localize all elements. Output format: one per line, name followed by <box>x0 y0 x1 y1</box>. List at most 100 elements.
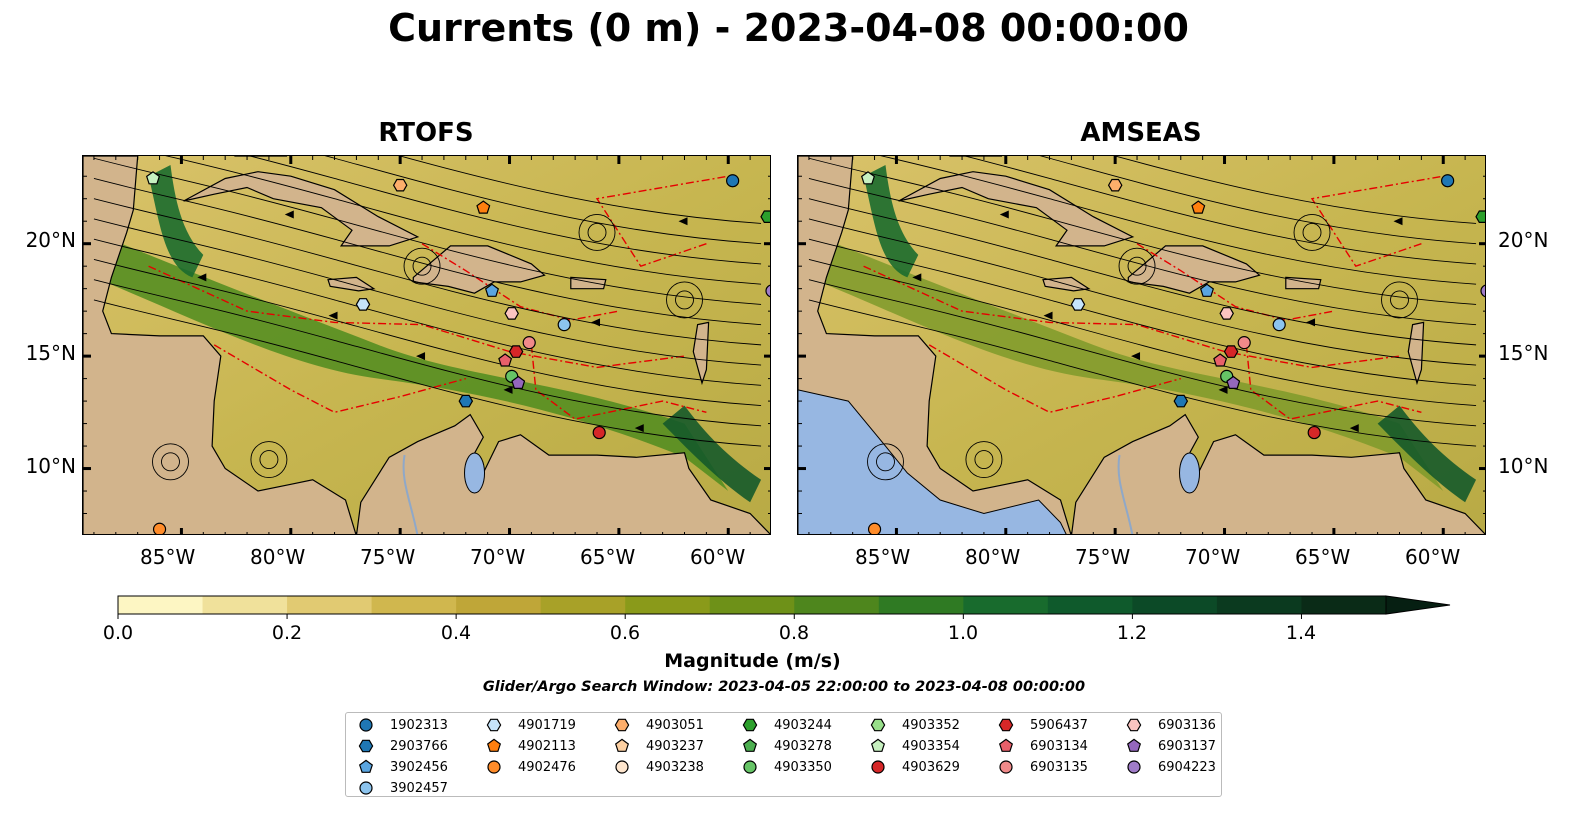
colorbar-segment <box>709 596 795 614</box>
float-marker-4901719[interactable] <box>355 298 371 311</box>
float-marker-6903135[interactable] <box>1237 336 1251 350</box>
circle-icon[interactable] <box>999 760 1013 774</box>
float-marker-6903136[interactable] <box>1219 307 1234 320</box>
hexagon-icon[interactable] <box>742 718 758 732</box>
land-polygon <box>356 413 770 534</box>
lat-label-left-20: 20°N <box>25 228 76 252</box>
float-marker-4902476[interactable] <box>152 522 167 535</box>
lon-label-amseas-75: 75°W <box>1075 545 1131 569</box>
legend-item-3902457: 3902457 <box>358 778 448 798</box>
colorbar-segment <box>287 596 373 614</box>
float-marker-4902113[interactable] <box>476 200 491 214</box>
float-marker-4901719[interactable] <box>1070 298 1086 311</box>
legend-label: 6904223 <box>1158 759 1216 775</box>
caribbean-current-band <box>93 232 729 492</box>
float-marker-4903354[interactable] <box>860 171 876 185</box>
colorbar-segment <box>794 596 880 614</box>
pentagon-icon[interactable] <box>870 738 886 752</box>
lat-label-left-10: 10°N <box>25 454 76 478</box>
hexagon-icon[interactable] <box>1126 718 1142 732</box>
hexagon-icon[interactable] <box>358 739 374 753</box>
lat-label-left-15: 15°N <box>25 341 76 365</box>
circle-icon[interactable] <box>359 781 373 795</box>
float-marker-3902456[interactable] <box>484 283 500 297</box>
float-marker-2903766[interactable] <box>458 394 474 408</box>
pentagon-icon[interactable] <box>358 759 374 773</box>
legend-label: 4903350 <box>774 759 832 775</box>
float-marker-5906437[interactable] <box>508 345 524 358</box>
lat-label-right-20: 20°N <box>1498 228 1549 252</box>
legend-item-4903629: 4903629 <box>870 757 960 777</box>
hexagon-icon[interactable] <box>998 718 1014 732</box>
circle-icon[interactable] <box>359 718 373 732</box>
float-marker-6903134[interactable] <box>1213 353 1228 367</box>
legend-label: 5906437 <box>1030 717 1088 733</box>
pacific-ocean <box>798 389 1067 534</box>
colorbar-tick-0: 0.0 <box>102 622 134 644</box>
hexagon-icon[interactable] <box>870 718 886 732</box>
eez-boundary <box>1245 344 1422 420</box>
lon-label-rtofs-80: 80°W <box>250 545 306 569</box>
legend-item-4903354: 4903354 <box>870 736 960 756</box>
float-marker-6903137[interactable] <box>1226 375 1241 389</box>
legend-item-6903136: 6903136 <box>1126 715 1216 735</box>
magdalena-river <box>402 454 419 534</box>
rtofs-map[interactable] <box>82 155 771 535</box>
land-polygon <box>898 171 1135 247</box>
float-marker-3902457[interactable] <box>557 318 571 332</box>
lon-label-amseas-60: 60°W <box>1405 545 1461 569</box>
circle-icon[interactable] <box>743 760 757 774</box>
pentagon-icon[interactable] <box>1126 738 1142 752</box>
float-marker-4903354[interactable] <box>145 171 161 185</box>
float-marker-5906437[interactable] <box>1223 345 1239 358</box>
float-marker-6903137[interactable] <box>511 375 526 389</box>
eez-boundary <box>863 265 1400 369</box>
circle-icon[interactable] <box>615 760 629 774</box>
search-window-text: Glider/Argo Search Window: 2023-04-05 22… <box>482 679 1086 695</box>
float-marker-2903766[interactable] <box>1173 394 1189 408</box>
colorbar-tick-7: 1.4 <box>1285 622 1317 644</box>
hexagon-icon[interactable] <box>614 718 630 732</box>
circle-icon[interactable] <box>871 760 885 774</box>
panel-title-rtofs: RTOFS <box>378 118 474 148</box>
float-marker-4903244[interactable] <box>760 210 771 224</box>
hexagon-icon[interactable] <box>486 718 502 732</box>
pentagon-icon[interactable] <box>998 738 1014 752</box>
float-marker-3902457[interactable] <box>1272 318 1286 332</box>
pentagon-icon[interactable] <box>486 738 502 752</box>
circle-icon[interactable] <box>487 760 501 774</box>
eez-boundary <box>421 243 620 321</box>
float-marker-6903134[interactable] <box>498 353 513 367</box>
eez-boundary <box>928 344 1181 414</box>
pentagon-icon[interactable] <box>742 738 758 752</box>
colorbar-segment <box>963 596 1049 614</box>
float-marker-4903051[interactable] <box>1107 178 1123 192</box>
float-marker-4903629[interactable] <box>1307 425 1321 440</box>
float-marker-6904223[interactable] <box>1480 284 1486 298</box>
circle-icon[interactable] <box>1127 760 1141 774</box>
eez-boundary <box>148 265 685 369</box>
colorbar-segment <box>202 596 288 614</box>
float-marker-4902113[interactable] <box>1191 200 1206 214</box>
yucatan-current-band <box>148 164 204 278</box>
colorbar-tick-5: 1.0 <box>947 622 979 644</box>
figure-title: Currents (0 m) - 2023-04-08 00:00:00 <box>388 6 1189 50</box>
float-marker-1902313[interactable] <box>726 174 740 188</box>
float-marker-4903244[interactable] <box>1475 210 1486 224</box>
float-marker-4903629[interactable] <box>592 425 606 440</box>
float-marker-4903051[interactable] <box>392 178 408 192</box>
float-marker-3902456[interactable] <box>1199 283 1215 297</box>
float-marker-4902476[interactable] <box>867 522 882 535</box>
float-marker-6904223[interactable] <box>765 284 771 298</box>
float-marker-6903135[interactable] <box>522 336 536 350</box>
pentagon-icon[interactable] <box>614 738 630 752</box>
lon-label-rtofs-70: 70°W <box>470 545 526 569</box>
legend-item-2903766: 2903766 <box>358 736 448 756</box>
float-marker-1902313[interactable] <box>1441 174 1455 188</box>
lon-label-rtofs-60: 60°W <box>690 545 746 569</box>
amseas-map[interactable] <box>797 155 1486 535</box>
float-marker-6903136[interactable] <box>504 307 519 320</box>
legend-label: 6903137 <box>1158 738 1216 754</box>
lon-label-rtofs-85: 85°W <box>140 545 196 569</box>
legend-item-4902476: 4902476 <box>486 757 576 777</box>
